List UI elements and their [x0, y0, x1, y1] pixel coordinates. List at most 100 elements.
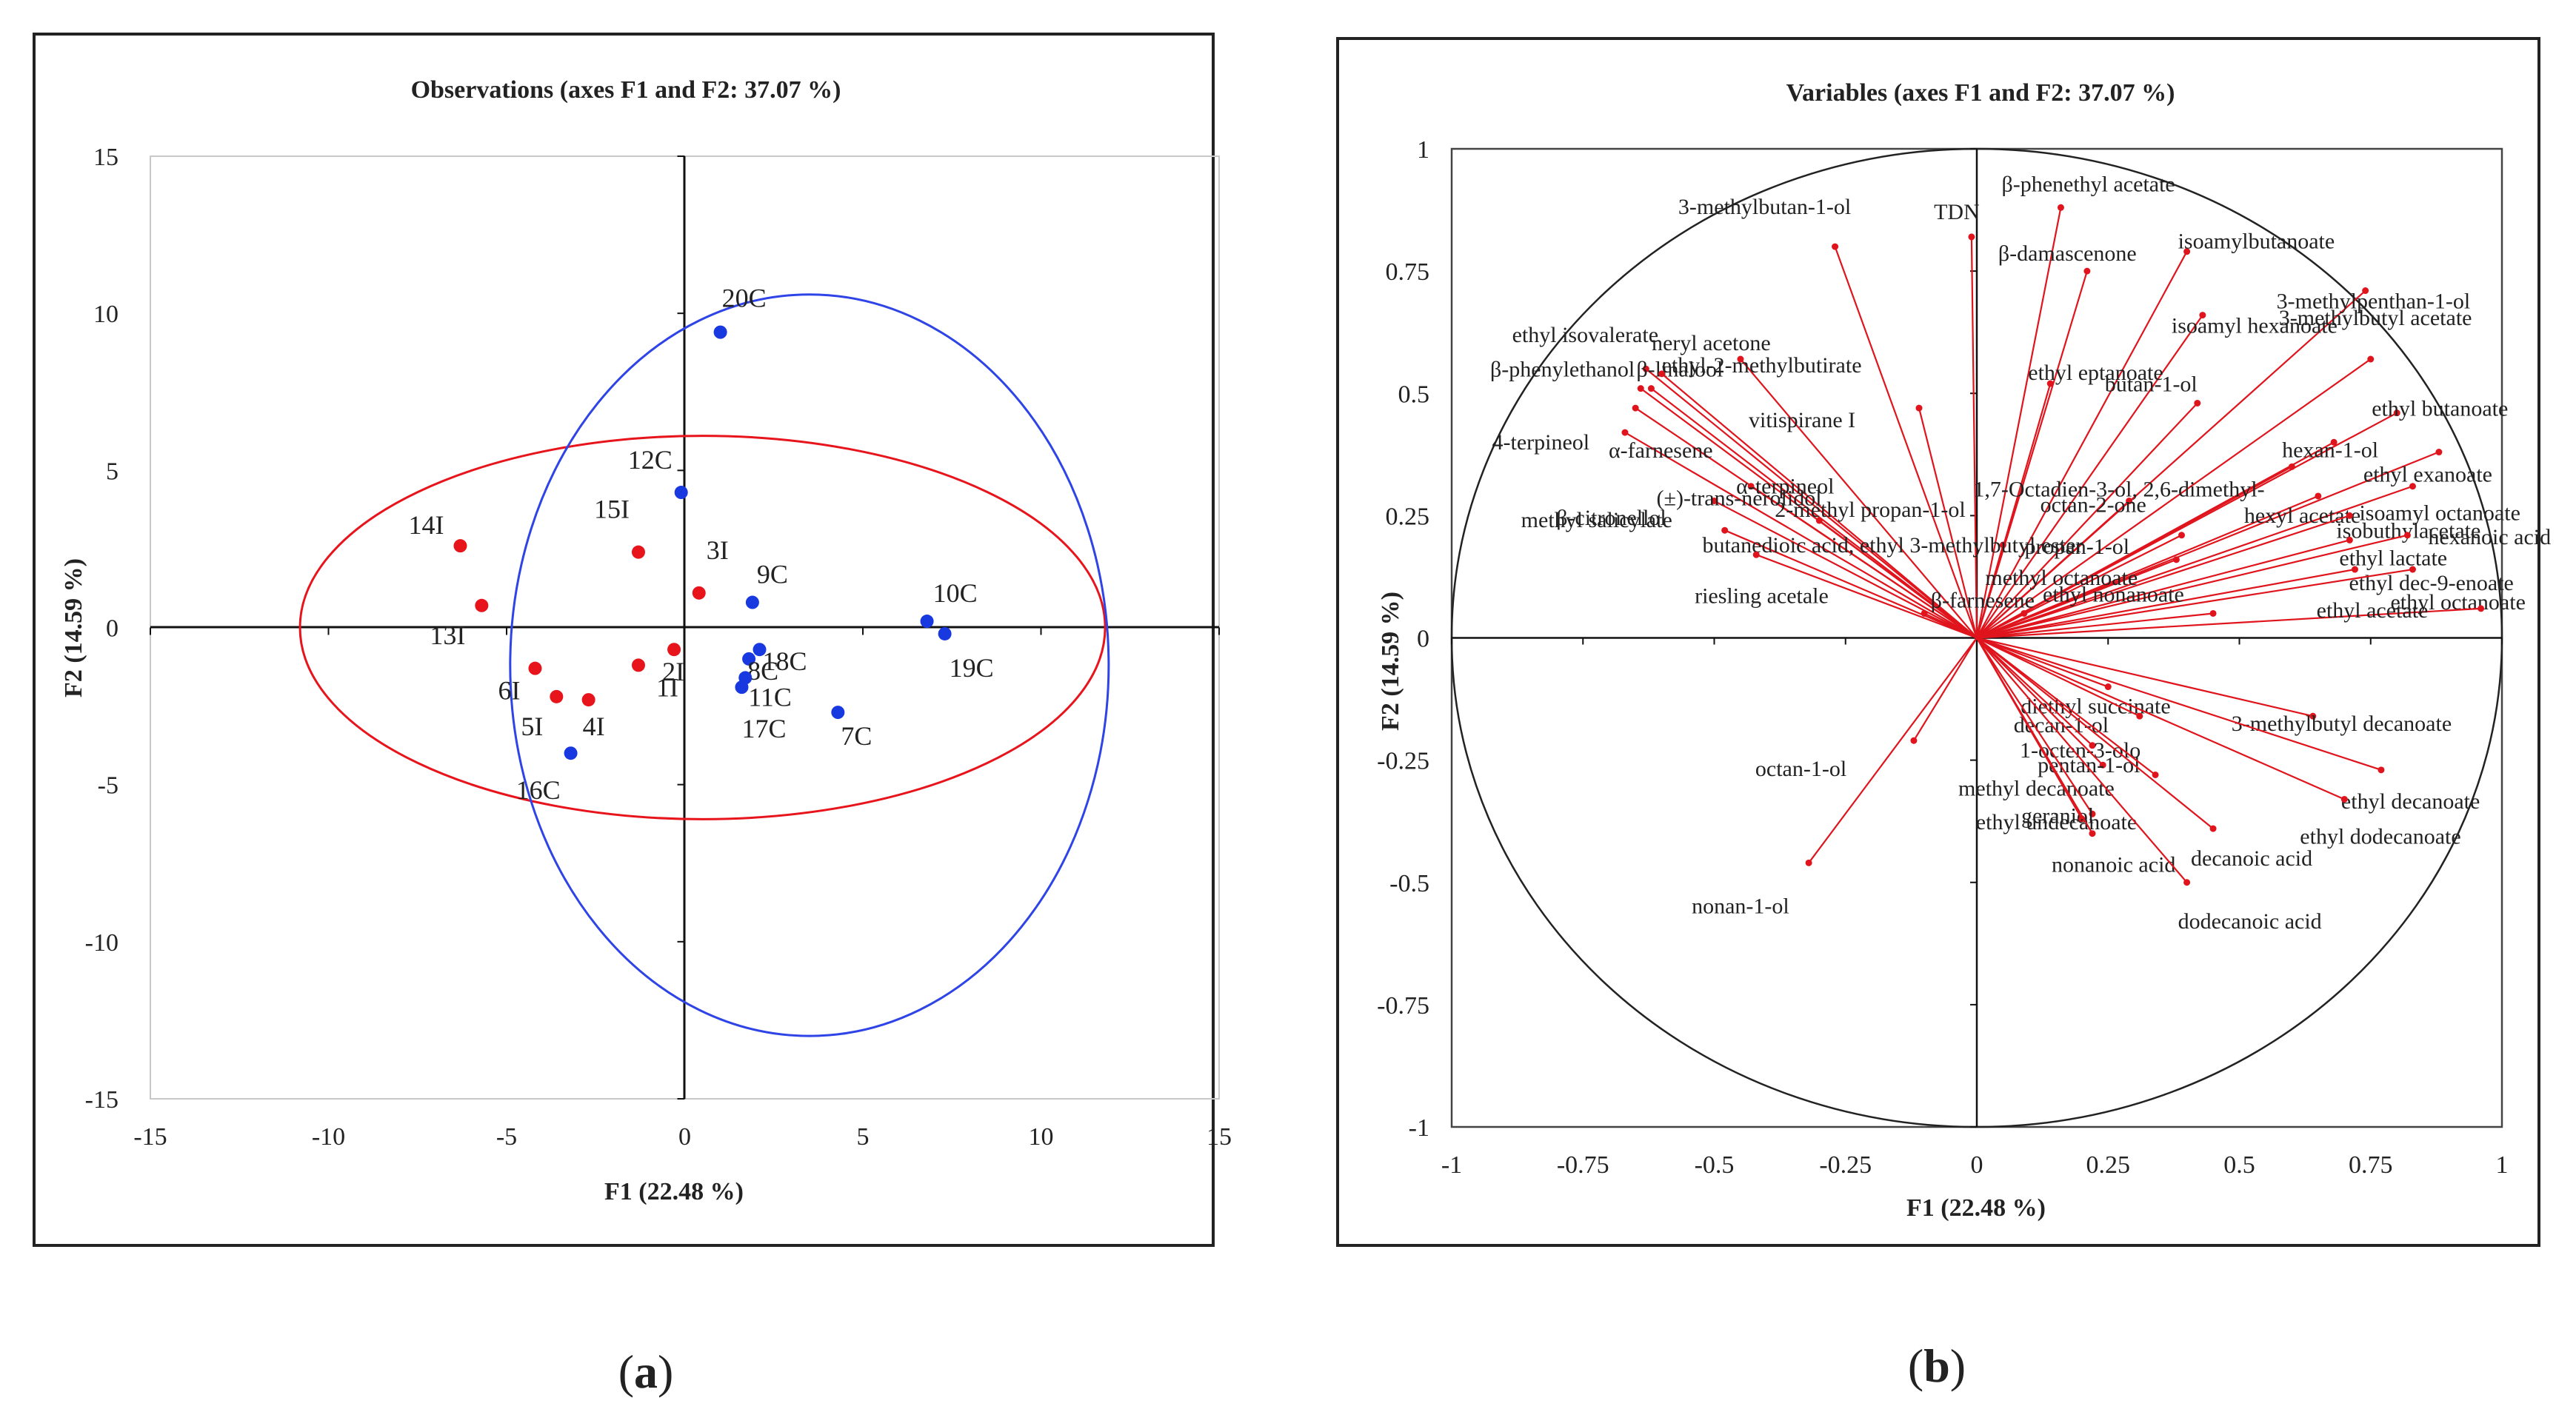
variable-vector-tip — [1910, 737, 1918, 744]
variable-vector — [1624, 432, 1978, 639]
variable-label: butanedioic acid, ethyl 3-methylbutyl es… — [1702, 533, 2083, 558]
variable-label: isoamyl octanoate — [2359, 501, 2520, 526]
variable-vector-tip — [2126, 498, 2133, 505]
y-tick-label: -10 — [85, 929, 119, 957]
variable-vector — [1976, 612, 2214, 639]
variable-vector-tip — [2340, 795, 2348, 803]
observation-label: 14I — [408, 510, 444, 540]
variables-panel: Variables (axes F1 and F2: 37.07 %) -1 -0… — [1336, 37, 2551, 1247]
variable-vector-tip — [2309, 712, 2317, 720]
variable-vector — [1976, 607, 2481, 639]
panel-a-frame — [33, 33, 1215, 1247]
observation-label: 8C — [747, 656, 778, 686]
variable-vector-tip — [2089, 742, 2096, 749]
observation-label: 11C — [748, 682, 792, 712]
variable-label: butan-1-ol — [2105, 372, 2198, 396]
y-tick-label: 1 — [1417, 136, 1429, 164]
variable-vector-tip — [2172, 556, 2180, 563]
variable-vector-tip — [2409, 483, 2416, 490]
variable-vector — [1976, 402, 2198, 639]
observation-label: 7C — [841, 721, 872, 751]
variable-label: methyl octanoate — [1985, 566, 2138, 590]
x-tick-label: 0 — [678, 1123, 691, 1151]
y-tick-label: 5 — [106, 458, 119, 485]
variable-label: octan-2-one — [2041, 493, 2146, 518]
x-tick-label: -0.75 — [1557, 1151, 1609, 1179]
variable-vector-tip — [2136, 712, 2143, 720]
variable-vector-tip — [1999, 541, 2006, 549]
variable-vector — [1661, 372, 1978, 639]
variable-vector-tip — [2194, 399, 2201, 406]
observation-point — [581, 693, 595, 707]
observation-label: 5I — [521, 712, 543, 741]
variable-label: hexyl acetate — [2244, 503, 2360, 528]
variable-label: hexan-1-ol — [2282, 438, 2378, 462]
variable-vector-tip — [2199, 312, 2206, 319]
variable-label: hexanoic acid — [2428, 525, 2551, 549]
observations-panel: Observations (axes F1 and F2: 37.07 %) -… — [33, 33, 1232, 1247]
variable-vector — [1976, 637, 2345, 800]
y-tick-label: 0 — [1417, 626, 1429, 653]
variable-label: α-farnesene — [1609, 438, 1713, 463]
variable-vector-tip — [2346, 536, 2353, 543]
variable-vector-tip — [1637, 385, 1644, 392]
variable-vector — [1976, 637, 2109, 688]
variable-vector-tip — [2046, 380, 2054, 387]
variable-vector — [1976, 485, 2413, 639]
x-tick-label: 10 — [1029, 1123, 1054, 1151]
observation-label: 1I — [656, 672, 678, 702]
variable-vector — [1976, 568, 2413, 639]
variable-vector — [1976, 495, 2319, 639]
variable-vector — [1750, 485, 1978, 639]
y-tick-label: -5 — [98, 772, 119, 800]
panel-b-title: Variables (axes F1 and F2: 37.07 %) — [1786, 79, 2175, 107]
variable-vector-tip — [2083, 267, 2091, 275]
variable-label: decanoic acid — [2191, 846, 2312, 871]
variable-label: ethyl butanoate — [2372, 397, 2508, 421]
variable-vector — [1976, 358, 2372, 639]
variable-label: ethyl isovalerate — [1512, 323, 1658, 347]
observation-label: 12C — [628, 445, 673, 475]
subfigure-b-open-paren: ( — [1908, 1339, 1923, 1392]
y-tick-label: 0 — [106, 615, 119, 643]
variable-vector-tip — [2435, 449, 2443, 456]
variable-label: 3-methylpenthan-1-ol — [2277, 290, 2471, 314]
observation-label: 16C — [516, 775, 561, 805]
x-tick-label: 0.5 — [2223, 1151, 2255, 1179]
variable-vector-tip — [2288, 463, 2295, 470]
x-tick-label: -1 — [1441, 1151, 1462, 1179]
variable-vector — [1970, 236, 1978, 638]
variable-vector — [1918, 407, 1978, 638]
variable-vector — [1976, 637, 2156, 776]
variable-vector — [1724, 529, 1978, 639]
variable-label: ethyl dodecanoate — [2300, 824, 2460, 849]
variable-vector-tip — [2183, 248, 2191, 255]
observation-point — [745, 595, 759, 609]
variable-label: β-damascenone — [1998, 241, 2137, 266]
x-tick-label: -15 — [133, 1123, 167, 1151]
observation-point — [753, 643, 767, 657]
panel-b-variable-vectors: TDN β-phenethyl acetate isoamylbutanoate 3-… — [1490, 172, 2551, 933]
observation-point — [831, 706, 845, 720]
subfigure-a-letter: a — [634, 1345, 658, 1398]
variable-vector-tip — [2362, 287, 2369, 295]
variable-vector — [1923, 612, 1978, 639]
variable-vector-tip — [1921, 609, 1928, 617]
variable-label: β-phenethyl acetate — [2001, 172, 2175, 196]
variable-label: isoamyl hexanoate — [2172, 314, 2338, 338]
variable-vector-tip — [1805, 859, 1812, 866]
variable-label: 3-methylbutyl decanoate — [2232, 712, 2452, 736]
observation-label: 13I — [430, 620, 465, 650]
variable-label: 2-methyl propan-1-ol — [1775, 498, 1965, 522]
variable-vector — [1740, 358, 1978, 639]
variable-vector-tip — [2209, 609, 2217, 617]
x-tick-label: 0.75 — [2349, 1151, 2393, 1179]
observation-point — [735, 680, 749, 695]
x-tick-label: 5 — [857, 1123, 870, 1151]
observation-point — [674, 486, 688, 500]
variable-vector — [1976, 466, 2292, 639]
variable-vector-tip — [1832, 243, 1839, 250]
variable-vector-tip — [2351, 566, 2358, 573]
y-tick-label: 15 — [93, 144, 119, 171]
